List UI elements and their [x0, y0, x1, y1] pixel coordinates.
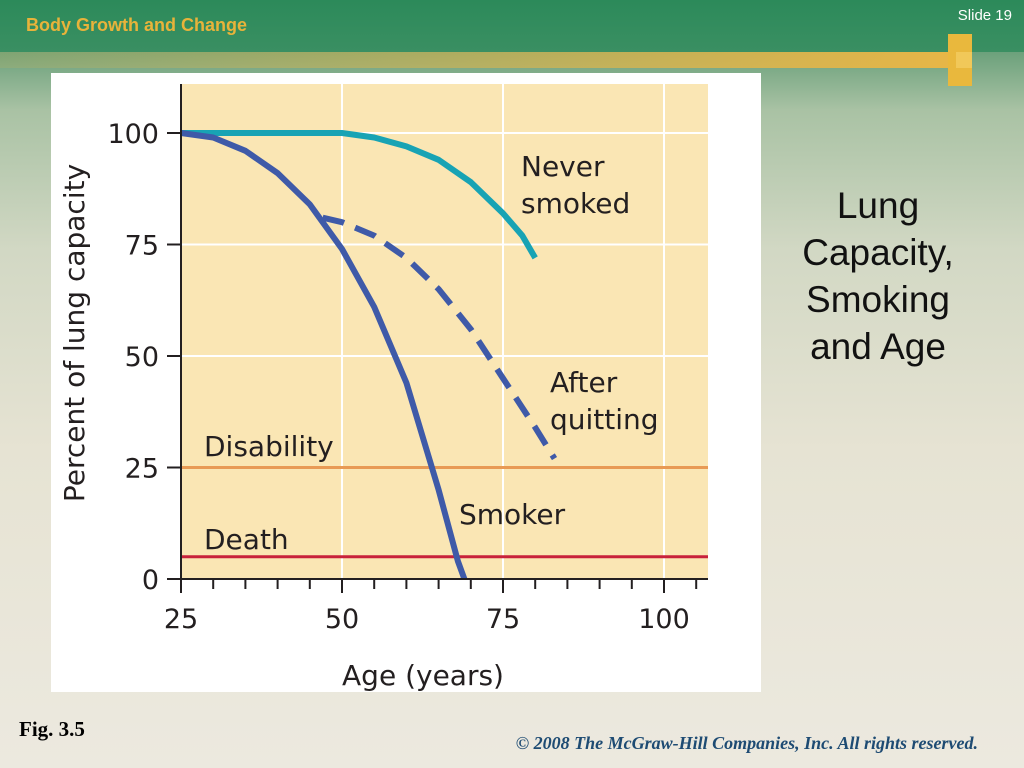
series-line-after-quitting [322, 214, 558, 461]
x-tick-label-100: 100 [638, 604, 690, 635]
axes [167, 84, 708, 593]
header-title: Body Growth and Change [26, 15, 248, 35]
x-tick-label-75: 75 [486, 604, 520, 635]
figure-label: Fig. 3.5 [19, 717, 85, 741]
slide-title: Lung Capacity, Smoking and Age [802, 185, 954, 367]
label-smoker: Smoker [459, 498, 566, 531]
label-never-smoked-line2: smoked [521, 187, 630, 220]
y-axis-label: Percent of lung capacity [58, 164, 91, 502]
reference-lines [181, 466, 708, 559]
x-tick-label-25: 25 [164, 604, 198, 635]
y-tick-label-0: 0 [142, 565, 159, 596]
series-lines [180, 130, 558, 581]
label-after-quitting-line1: After [550, 366, 618, 399]
label-death: Death [204, 523, 289, 556]
series-line-never-smoked [181, 130, 538, 260]
x-axis-label: Age (years) [342, 659, 504, 692]
slide-header: Body Growth and Change Slide 19 [0, 0, 1024, 52]
y-tick-label-25: 25 [125, 454, 159, 485]
y-tick-label-50: 50 [125, 342, 159, 373]
copyright-notice: © 2008 The McGraw-Hill Companies, Inc. A… [515, 733, 978, 753]
y-tick-label-75: 75 [125, 231, 159, 262]
label-never-smoked-line1: Never [521, 150, 605, 183]
label-after-quitting-line2: quitting [550, 403, 659, 436]
x-tick-label-50: 50 [325, 604, 359, 635]
decorative-strip [0, 52, 960, 68]
slide-number: Slide 19 [957, 7, 1012, 24]
figure: 25 50 75 100 0 25 50 75 100 Age (years) Percent of… [51, 73, 761, 692]
y-tick-label-100: 100 [107, 119, 159, 150]
decorative-square-inner [956, 52, 972, 68]
series-line-smoker [180, 130, 468, 581]
label-disability: Disability [204, 430, 334, 463]
